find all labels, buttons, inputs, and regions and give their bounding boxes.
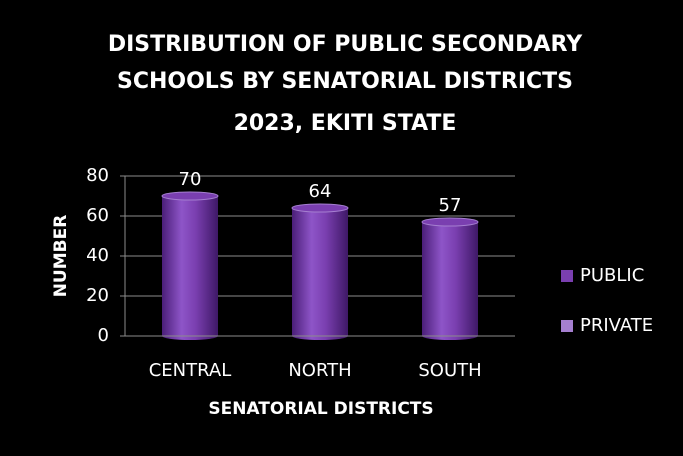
chart-title: SCHOOLS BY SENATORIAL DISTRICTS: [117, 69, 573, 94]
y-tick-label: 40: [86, 245, 109, 266]
x-axis-title: SENATORIAL DISTRICTS: [208, 399, 433, 419]
bar-top: [421, 217, 479, 227]
value-label: 70: [179, 169, 202, 190]
bar-top: [161, 191, 219, 201]
legend-label: PUBLIC: [580, 265, 644, 286]
y-tick-label: 60: [86, 205, 109, 226]
y-tick-label: 0: [98, 325, 109, 346]
bar-top: [291, 203, 349, 213]
y-tick-label: 80: [86, 165, 109, 186]
x-tick-label: CENTRAL: [149, 360, 232, 381]
chart-title: DISTRIBUTION OF PUBLIC SECONDARY: [108, 32, 583, 57]
y-tick-label: 20: [86, 285, 109, 306]
bar: [162, 196, 218, 336]
value-label: 57: [439, 195, 462, 216]
bar: [422, 222, 478, 336]
legend-swatch: [561, 270, 573, 282]
legend-label: PRIVATE: [580, 315, 653, 336]
value-label: 64: [309, 181, 332, 202]
legend-swatch: [561, 320, 573, 332]
bar: [292, 208, 348, 336]
x-tick-label: SOUTH: [418, 360, 481, 381]
chart-title: 2023, EKITI STATE: [234, 111, 457, 136]
y-axis-title: NUMBER: [51, 215, 71, 298]
x-tick-label: NORTH: [288, 360, 351, 381]
